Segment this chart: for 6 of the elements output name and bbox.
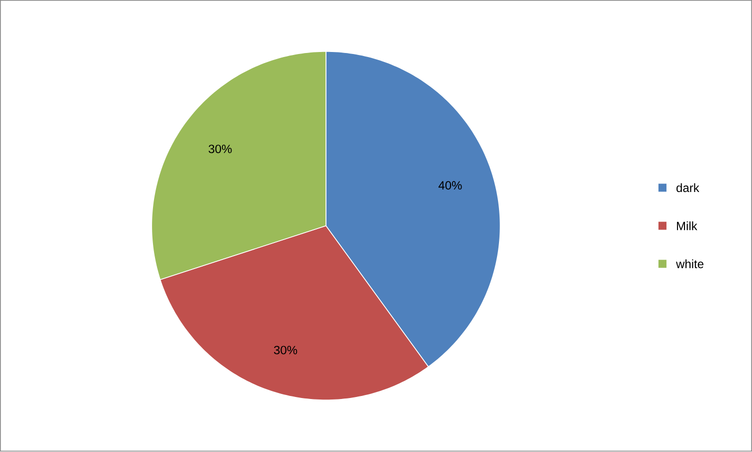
- data-label: 40%: [438, 181, 462, 190]
- data-label: 30%: [274, 346, 298, 355]
- data-label: 30%: [208, 144, 232, 154]
- legend-label: Milk: [676, 222, 698, 230]
- legend-label: dark: [676, 184, 700, 192]
- legend-label: white: [676, 260, 704, 268]
